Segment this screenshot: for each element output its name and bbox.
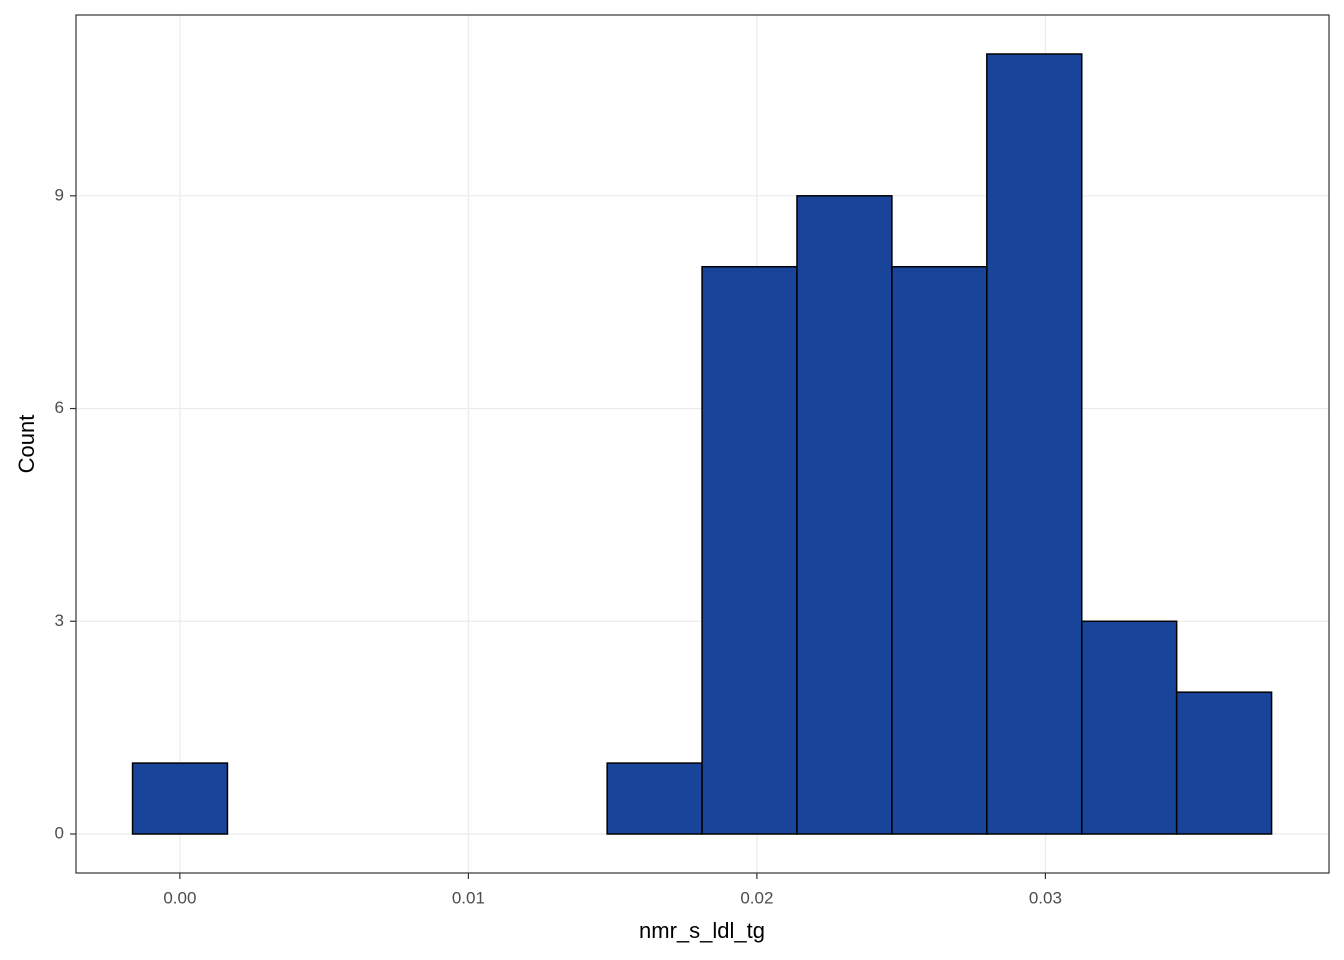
histogram-bar xyxy=(606,762,703,835)
x-tick-label: 0.00 xyxy=(163,888,196,907)
histogram-bar xyxy=(796,195,893,835)
histogram-bar xyxy=(1175,691,1273,835)
x-axis-title: nmr_s_ldl_tg xyxy=(639,918,765,943)
y-tick-label: 9 xyxy=(55,185,64,204)
x-tick-label: 0.03 xyxy=(1029,888,1062,907)
histogram-bar xyxy=(891,265,988,835)
y-axis-title: Count xyxy=(14,415,39,474)
y-tick-label: 3 xyxy=(55,611,64,630)
y-tick-label: 0 xyxy=(55,823,64,842)
panel-border xyxy=(75,14,1330,874)
y-tick-label: 6 xyxy=(55,398,64,417)
histogram-bar xyxy=(701,265,798,835)
bars xyxy=(131,53,1273,835)
histogram-bar xyxy=(131,762,229,835)
x-tick-label: 0.01 xyxy=(452,888,485,907)
histogram-bar xyxy=(1080,620,1178,835)
x-tick-label: 0.02 xyxy=(740,888,773,907)
histogram-bar xyxy=(986,53,1083,835)
